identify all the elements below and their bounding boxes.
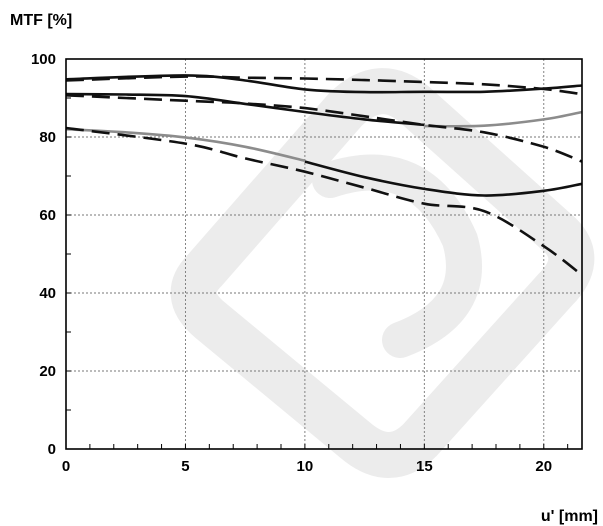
solid-series-line <box>65 127 306 163</box>
y-tick-label: 60 <box>39 207 56 224</box>
solid-series-line <box>304 160 583 197</box>
watermark-arc <box>312 154 482 358</box>
dashed-series-line <box>65 75 583 96</box>
solid-series-line <box>65 92 425 127</box>
y-tick-label: 0 <box>48 441 56 458</box>
y-tick-label: 100 <box>31 51 56 68</box>
dashed-series-line <box>65 126 583 277</box>
dashed-series-line <box>65 94 583 163</box>
series-lines <box>65 74 583 277</box>
solid-series-line <box>424 110 583 128</box>
y-tick-label: 80 <box>39 129 56 146</box>
watermark-frame <box>170 68 595 478</box>
x-tick-label: 15 <box>416 458 433 475</box>
y-axis-label: MTF [%] <box>10 12 72 29</box>
x-tick-label: 0 <box>62 458 70 475</box>
x-tick-label: 10 <box>297 458 314 475</box>
tick-labels: 0 5 10 15 20 0 20 40 60 80 100 <box>31 51 552 475</box>
x-axis-label: u' [mm] <box>541 508 598 525</box>
y-tick-label: 20 <box>39 363 56 380</box>
x-tick-label: 20 <box>535 458 552 475</box>
solid-series-line <box>65 74 583 94</box>
watermark-logo <box>170 68 595 478</box>
x-tick-label: 5 <box>181 458 189 475</box>
y-tick-label: 40 <box>39 285 56 302</box>
minor-ticks <box>66 97 569 449</box>
